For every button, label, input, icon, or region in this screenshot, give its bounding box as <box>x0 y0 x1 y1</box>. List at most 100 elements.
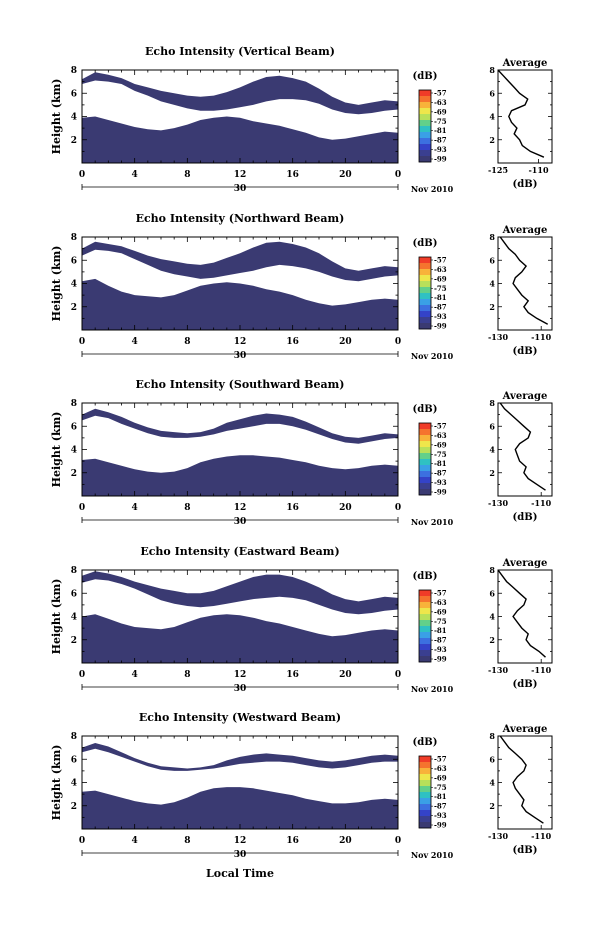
colorbar-swatch <box>419 810 431 817</box>
x-tick-label: 0 <box>79 170 85 180</box>
colorbar-swatch <box>419 608 431 615</box>
average-x-tick-label: -130 <box>488 332 508 342</box>
date-tick-label: 30 <box>234 351 247 361</box>
colorbar-tick-label: -93 <box>434 645 447 654</box>
y-tick-label: 2 <box>71 636 77 646</box>
colorbar-tick-label: -87 <box>434 469 447 478</box>
colorbar-swatch <box>419 644 431 651</box>
x-tick-label: 8 <box>184 503 190 513</box>
colorbar-frame <box>418 89 432 163</box>
colorbar-swatch <box>419 287 431 294</box>
y-tick-label: 4 <box>71 446 77 456</box>
y-axis-label: Height (km) <box>50 79 63 155</box>
average-y-tick-label: 8 <box>489 65 495 75</box>
average-x-label: (dB) <box>513 845 538 856</box>
echo-band-2 <box>82 743 398 771</box>
average-frame <box>497 569 553 664</box>
echo-band-2 <box>82 241 398 282</box>
colorbar-swatch <box>419 638 431 645</box>
average-x-label: (dB) <box>513 679 538 690</box>
y-tick-label: 6 <box>71 89 77 99</box>
average-y-tick-label: 4 <box>489 612 495 622</box>
average-x-tick-label: -110 <box>531 665 551 675</box>
colorbar-tick-label: -93 <box>434 312 447 321</box>
colorbar-swatch <box>419 132 431 139</box>
x-tick-label: 16 <box>286 670 299 680</box>
echo-band-2 <box>82 408 398 444</box>
colorbar-swatch <box>419 305 431 312</box>
date-tick-label: 30 <box>234 684 247 694</box>
average-x-tick-label: -110 <box>531 332 551 342</box>
average-y-tick-label: 6 <box>489 421 495 431</box>
date-tick-label: 30 <box>234 184 247 194</box>
colorbar-swatch <box>419 816 431 823</box>
colorbar-unit: (dB) <box>413 571 438 582</box>
colorbar-swatch <box>419 774 431 781</box>
colorbar-frame <box>418 422 432 496</box>
x-tick-label: 0 <box>395 503 401 513</box>
colorbar-frame <box>418 256 432 330</box>
colorbar-swatch <box>419 768 431 775</box>
y-tick-label: 6 <box>71 256 77 266</box>
date-label: Nov 2010 <box>411 684 454 694</box>
average-x-label: (dB) <box>513 346 538 357</box>
average-profile-line <box>497 69 545 158</box>
average-y-tick-label: 4 <box>489 279 495 289</box>
average-x-tick-label: -130 <box>488 665 508 675</box>
colorbar-swatch <box>419 477 431 484</box>
x-tick-label: 0 <box>395 836 401 846</box>
average-y-tick-label: 2 <box>489 135 495 145</box>
average-profile-line <box>499 236 549 325</box>
y-axis-label: Height (km) <box>50 246 63 322</box>
panel-title: Echo Intensity (Eastward Beam) <box>140 545 339 558</box>
x-tick-label: 8 <box>184 337 190 347</box>
colorbar-swatch <box>419 483 431 490</box>
average-y-tick-label: 4 <box>489 778 495 788</box>
average-x-tick-label: -130 <box>488 498 508 508</box>
echo-band-1 <box>82 455 398 496</box>
average-x-tick-label: -125 <box>488 165 508 175</box>
colorbar-swatch <box>419 786 431 793</box>
y-tick-label: 8 <box>71 399 77 409</box>
y-tick-label: 8 <box>71 566 77 576</box>
colorbar-tick-label: -69 <box>434 607 447 616</box>
colorbar-tick-label: -57 <box>434 256 447 265</box>
x-tick-label: 12 <box>234 503 247 513</box>
y-tick-label: 6 <box>71 422 77 432</box>
colorbar-tick-label: -63 <box>434 98 447 107</box>
echo-band-1 <box>82 278 398 330</box>
y-tick-label: 6 <box>71 589 77 599</box>
colorbar-swatch <box>419 102 431 109</box>
colorbar-tick-label: -99 <box>434 322 447 331</box>
colorbar-swatch <box>419 453 431 460</box>
colorbar-swatch <box>419 90 431 97</box>
average-x-tick-label: -110 <box>531 498 551 508</box>
colorbar-tick-label: -93 <box>434 145 447 154</box>
average-y-tick-label: 2 <box>489 801 495 811</box>
colorbar-swatch <box>419 447 431 454</box>
panel-title: Echo Intensity (Northward Beam) <box>136 212 345 225</box>
average-profile-line <box>499 402 546 491</box>
x-tick-label: 20 <box>339 503 352 513</box>
y-axis-label: Height (km) <box>50 579 63 655</box>
colorbar-swatch <box>419 459 431 466</box>
y-tick-label: 8 <box>71 66 77 76</box>
y-tick-label: 2 <box>71 303 77 313</box>
average-title: Average <box>502 558 548 569</box>
x-tick-label: 0 <box>395 337 401 347</box>
colorbar-tick-label: -75 <box>434 284 447 293</box>
x-tick-label: 20 <box>339 836 352 846</box>
y-tick-label: 8 <box>71 732 77 742</box>
colorbar-swatch <box>419 620 431 627</box>
colorbar-tick-label: -69 <box>434 773 447 782</box>
x-tick-label: 4 <box>132 670 138 680</box>
y-tick-label: 4 <box>71 613 77 623</box>
colorbar-tick-label: -99 <box>434 155 447 164</box>
beam-panel-2: Echo Intensity (Northward Beam)0 4 8 12 16 20… <box>50 212 553 361</box>
colorbar-tick-label: -63 <box>434 431 447 440</box>
colorbar-swatch <box>419 792 431 799</box>
colorbar-swatch <box>419 822 431 829</box>
colorbar-swatch <box>419 656 431 663</box>
colorbar-swatch <box>419 156 431 163</box>
